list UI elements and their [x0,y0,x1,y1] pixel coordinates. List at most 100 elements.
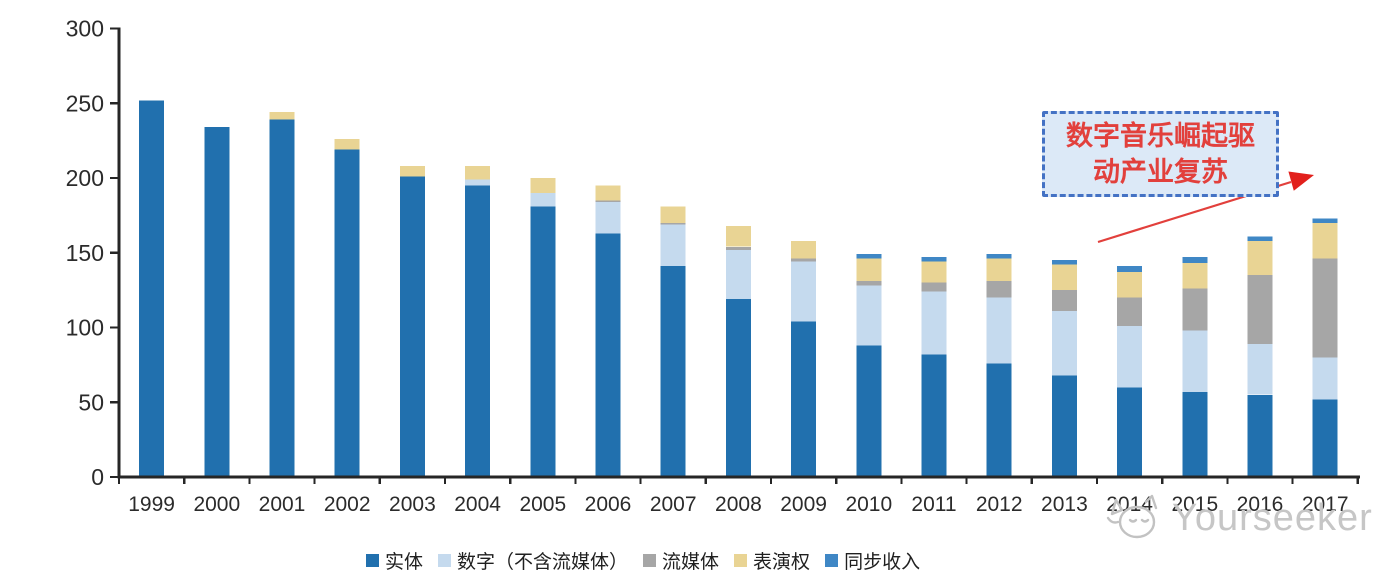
bar-segment-2009 [791,240,817,259]
bar-segment-2009 [791,261,817,322]
bar-segment-2015 [1182,263,1208,289]
bar-segment-2014 [1117,387,1143,477]
bar-segment-2011 [921,291,947,355]
legend-label: 表演权 [753,552,811,573]
bar-segment-2014 [1117,297,1143,326]
yourseeker-cat-logo-icon [1106,494,1158,539]
x-tick-label: 2012 [976,493,1023,516]
y-tick-label: 250 [66,90,104,116]
bar-segment-2010 [856,258,882,282]
bar-segment-2005 [530,192,556,207]
bar-segment-2017 [1312,357,1338,400]
legend-swatch-icon [734,554,748,567]
legend-swatch-icon [366,554,379,567]
x-tick-label: 1999 [128,493,175,516]
bar-segment-2010 [856,345,882,477]
bar-segment-2012 [986,258,1012,282]
y-tick-label: 0 [91,464,104,490]
y-tick-label: 200 [66,165,104,191]
x-tick-label: 2003 [389,493,436,516]
bar-segment-2010 [856,281,882,286]
bar-segment-1999 [139,100,165,478]
bar-segment-2007 [660,222,686,225]
y-tick-label: 100 [66,315,104,341]
bar-segment-2006 [595,233,621,477]
bar-segment-2008 [725,225,751,247]
watermark: Yourseeker [1106,494,1373,542]
bar-segment-2016 [1247,343,1273,395]
x-tick-label: 2001 [259,493,306,516]
bar-segment-2002 [334,139,360,150]
bar-segment-2013 [1051,260,1077,265]
bar-segment-2007 [660,206,686,223]
x-tick-label: 2000 [193,493,240,516]
x-tick-label: 2014 [1106,493,1153,516]
x-tick-label: 2008 [715,493,762,516]
x-tick-label: 2013 [1041,493,1088,516]
annotation-text-line2: 动产业复苏 [1093,157,1228,187]
bar-segment-2006 [595,201,621,234]
bar-segment-2004 [465,185,491,477]
legend-item-数字（不含流媒体）: 数字（不含流媒体） [438,547,628,574]
bar-segment-2006 [595,185,621,201]
x-tick-label: 2016 [1237,493,1284,516]
annotation-text-line1: 数字音乐崛起驱 [1066,121,1255,151]
bar-segment-2017 [1312,218,1338,223]
bar-segment-2014 [1117,266,1143,273]
bar-segment-2011 [921,282,947,292]
x-tick-label: 2011 [911,493,956,516]
x-tick-label: 2002 [324,493,371,516]
bar-segment-2004 [465,179,491,186]
legend-swatch-icon [438,554,452,567]
bar-segment-2010 [856,285,882,346]
legend-swatch-icon [643,554,657,567]
bar-segment-2006 [595,200,621,202]
bar-segment-2007 [660,224,686,267]
chart-legend: 实体 数字（不含流媒体） 流媒体 表演权 同步收入 [366,547,920,574]
bar-segment-2007 [660,266,686,477]
legend-item-表演权: 表演权 [734,547,810,574]
x-tick-label: 2015 [1171,493,1218,516]
y-tick-label: 300 [66,16,104,42]
legend-label: 同步收入 [844,552,921,573]
x-tick-label: 2017 [1302,493,1349,516]
bar-segment-2015 [1182,288,1208,331]
bar-segment-2003 [399,166,425,177]
bar-segment-2011 [921,261,947,283]
bar-segment-2017 [1312,399,1338,477]
legend-item-实体: 实体 [366,547,423,574]
bar-segment-2001 [269,112,295,120]
bar-segment-2013 [1051,375,1077,477]
bar-segment-2012 [986,281,1012,298]
x-tick-label: 2006 [585,493,632,516]
bar-segment-2014 [1117,272,1143,298]
bar-segment-2002 [334,149,360,477]
legend-label: 数字（不含流媒体） [457,552,629,573]
watermark-text: Yourseeker [1172,497,1373,539]
bar-segment-2011 [921,257,947,262]
bar-segment-2004 [465,166,491,180]
bar-segment-2012 [986,254,1012,259]
bar-segment-2013 [1051,311,1077,376]
bar-segment-2017 [1312,258,1338,358]
bar-segment-2015 [1182,330,1208,392]
bar-segment-2009 [791,321,817,477]
bar-segment-2014 [1117,326,1143,388]
bar-segment-2005 [530,178,556,193]
bar-segment-2013 [1051,290,1077,311]
bar-segment-2016 [1247,275,1273,344]
bar-segment-2013 [1051,264,1077,291]
bar-segment-2000 [204,127,230,477]
bar-segment-2008 [725,299,751,477]
bar-segment-2017 [1312,222,1338,259]
bar-segment-2010 [856,254,882,259]
legend-label: 实体 [385,552,424,573]
x-tick-label: 2004 [454,493,501,516]
y-tick-label: 50 [78,389,104,415]
x-tick-label: 2010 [845,493,892,516]
legend-swatch-icon [825,554,839,567]
x-tick-label: 2007 [650,493,697,516]
x-tick-label: 2009 [780,493,827,516]
